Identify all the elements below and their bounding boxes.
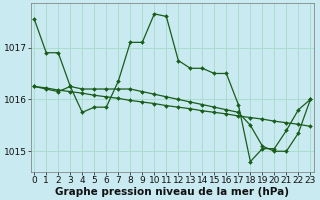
X-axis label: Graphe pression niveau de la mer (hPa): Graphe pression niveau de la mer (hPa) (55, 187, 289, 197)
